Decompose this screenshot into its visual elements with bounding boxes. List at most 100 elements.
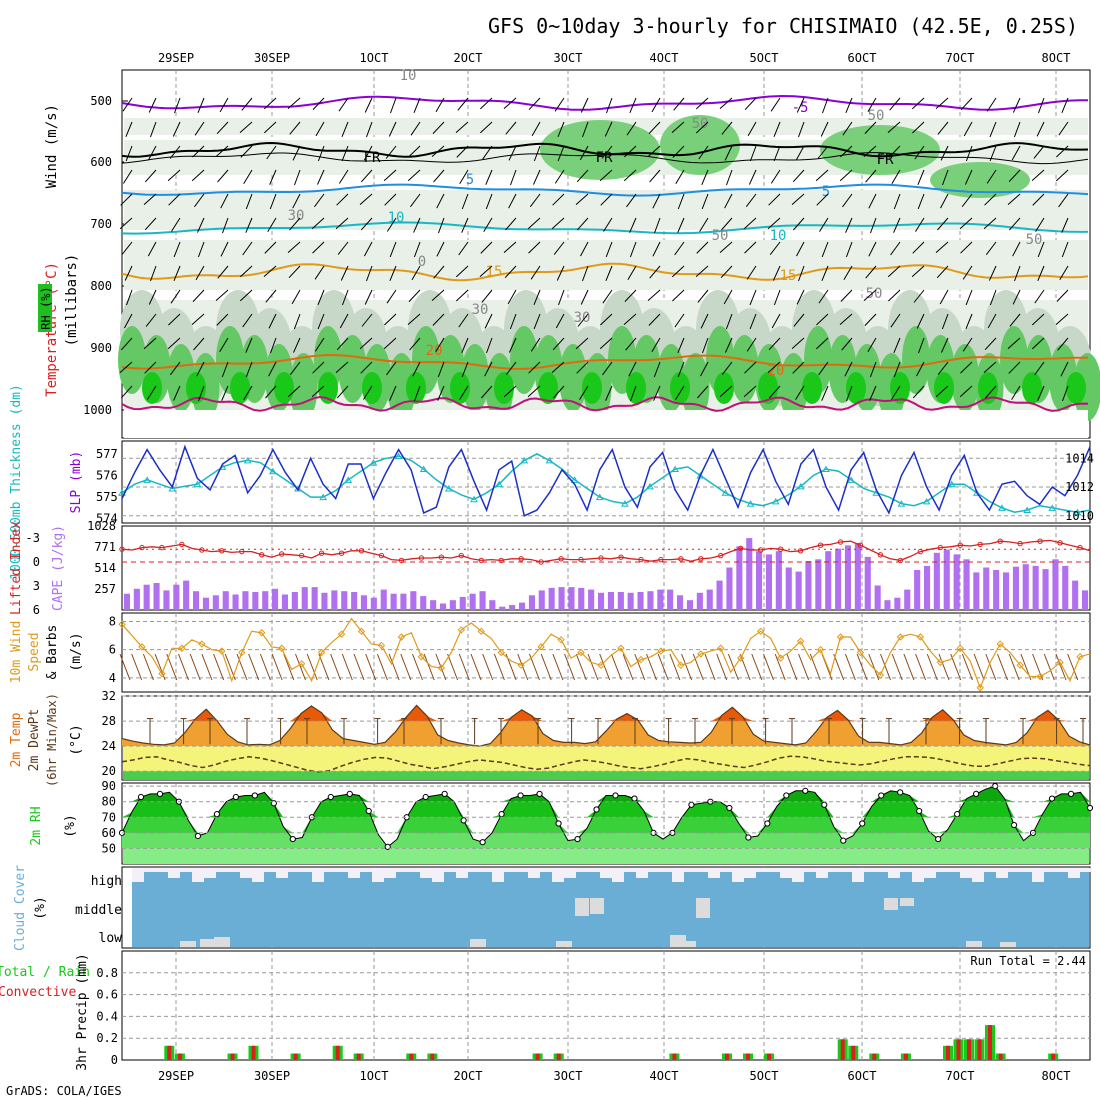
rh-point-26 [365, 807, 372, 815]
li-tick-3: 6 [33, 603, 40, 617]
wind-barb-12 [259, 653, 271, 681]
barb-12-23 [675, 385, 685, 400]
cloud-mid-1 [590, 898, 604, 914]
rh-point-76 [840, 837, 847, 844]
cape-bar-27 [390, 593, 397, 610]
barb-8-32 [888, 289, 901, 302]
barb-1-4 [216, 121, 229, 135]
barb-2-17 [533, 145, 541, 162]
cloud-high-49 [720, 868, 732, 872]
wind-barb-41 [599, 653, 611, 681]
cape-bar-6 [183, 580, 190, 610]
barb-7-9 [340, 265, 349, 281]
barb-1-34 [937, 121, 949, 135]
li-point-94 [1057, 540, 1063, 546]
cloud-high-57 [816, 868, 828, 878]
label-wind: Wind (m/s) [44, 104, 60, 188]
barb-0-7 [287, 97, 301, 109]
precip-conv-79 [956, 1039, 961, 1060]
cloud-high-11 [264, 868, 276, 872]
cape-bar-15 [272, 588, 279, 610]
barb-4-35 [961, 193, 973, 208]
barb-2-4 [215, 145, 229, 157]
barb-9-31 [864, 313, 877, 326]
barb-1-18 [557, 121, 565, 137]
cloud-high-38 [588, 868, 600, 872]
time-label-bottom-3: 2OCT [454, 1069, 483, 1083]
cloud-high-46 [684, 868, 696, 872]
time-label-top-0: 29SEP [158, 51, 194, 65]
label-2m-dewpt: 2m DewPt [27, 709, 42, 772]
barb-0-30 [845, 97, 853, 113]
barb-1-6 [263, 121, 277, 134]
barb-10-16 [508, 337, 517, 353]
barb-12-8 [311, 385, 325, 398]
barb-11-0 [119, 361, 133, 373]
cape-bar-37 [489, 600, 496, 610]
cloud-high-44 [660, 868, 672, 872]
cloud-high-21 [384, 868, 396, 878]
barb-5-6 [267, 217, 277, 232]
barb-12-15 [481, 385, 493, 399]
rh-legend-swatch [38, 284, 52, 332]
li-tick-2: 3 [33, 579, 40, 593]
wind-barb-53 [739, 653, 751, 681]
barb-9-27 [771, 313, 781, 329]
wind-barb-23 [388, 653, 400, 681]
cape-bar-47 [588, 589, 595, 610]
rh-blob-bright-11 [626, 372, 646, 404]
cloud-low-7 [966, 941, 982, 947]
barb-9-39 [1055, 313, 1069, 325]
barb-5-18 [551, 217, 565, 230]
rh-point-12 [232, 793, 239, 801]
li-point-10 [219, 548, 225, 554]
slp-tick-1012: 1012 [1065, 480, 1094, 494]
barb-12-38 [1037, 385, 1045, 401]
barb-1-29 [820, 121, 829, 137]
barb-9-11 [384, 313, 397, 326]
temp-fill-red [122, 705, 1090, 722]
barb-4-34 [940, 193, 949, 209]
barb-3-11 [383, 169, 397, 182]
wind-barb-18 [330, 653, 342, 681]
barb-5-21 [629, 217, 637, 233]
level-tick-1000: 1000 [83, 403, 112, 417]
thickness-point-54 [796, 482, 805, 490]
rh-tick-60: 60 [102, 826, 116, 840]
cloud-high-48 [708, 868, 720, 878]
barb-5-34 [937, 217, 949, 231]
barb-12-7 [287, 385, 301, 398]
barb-0-29 [822, 97, 829, 114]
barb-12-0 [120, 385, 133, 399]
label-millibars: (millibars) [64, 254, 80, 347]
cape-bar-36 [479, 591, 486, 610]
barb-10-5 [245, 337, 253, 353]
barb-3-32 [891, 169, 901, 185]
wind-point-70 [816, 645, 825, 654]
li-point-74 [857, 542, 864, 548]
rh-point-32 [422, 793, 429, 801]
cloud-high-47 [696, 868, 708, 872]
barb-1-21 [626, 121, 637, 136]
contour-label-20: 50 [866, 286, 883, 302]
wind-tick-8: 8 [109, 614, 116, 628]
barb-8-24 [697, 289, 709, 303]
li-point-96 [1077, 544, 1083, 551]
thickness-line [121, 453, 1091, 513]
contour-25 [121, 395, 1089, 412]
li-point-18 [298, 552, 305, 559]
barb-3-1 [144, 169, 157, 183]
cape-bar-12 [242, 591, 249, 610]
barb-8-11 [386, 289, 397, 304]
label-convective: Convective [0, 985, 76, 1000]
cloud-high-56 [804, 868, 816, 872]
barb-7-2 [173, 265, 181, 281]
rh-point-44 [536, 790, 543, 798]
barb-5-30 [845, 217, 853, 233]
barb-1-36 [989, 121, 997, 138]
barb-7-22 [649, 265, 661, 279]
barb-10-13 [435, 337, 445, 352]
thickness-point-52 [771, 497, 780, 505]
cloud-high-19 [360, 868, 372, 872]
barb-7-26 [746, 265, 757, 280]
